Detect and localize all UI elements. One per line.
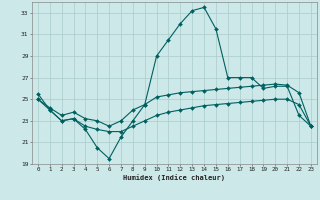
- X-axis label: Humidex (Indice chaleur): Humidex (Indice chaleur): [124, 174, 225, 181]
